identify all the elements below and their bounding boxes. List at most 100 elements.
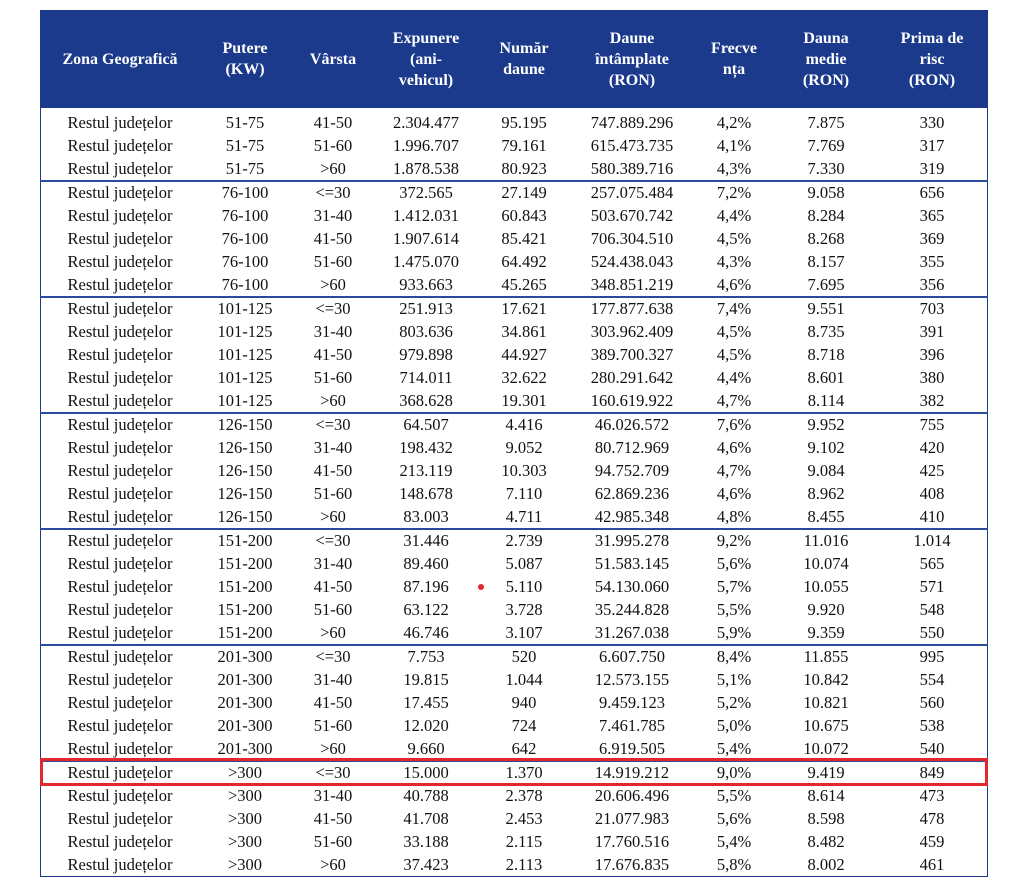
- cell: 4,5%: [716, 345, 752, 364]
- cell: Restul județelor: [67, 345, 173, 364]
- cell: 317: [919, 136, 945, 156]
- cell: 356: [919, 275, 945, 295]
- cell: 8.114: [807, 391, 845, 411]
- cell: 11.016: [803, 530, 849, 550]
- header-cell: Daune întâmplate (RON): [595, 29, 669, 89]
- cell: 101-125: [217, 321, 273, 341]
- cell: Restul județelor: [67, 646, 173, 666]
- cell: Restul județelor: [67, 553, 173, 573]
- table-frame: [40, 108, 988, 877]
- cell: 31-40: [313, 437, 353, 457]
- cell: 31.446: [403, 530, 449, 550]
- cell: 76-100: [221, 229, 269, 248]
- cell: 8.614: [807, 785, 845, 805]
- cell: 10.675: [803, 716, 849, 736]
- cell: 201-300: [217, 716, 273, 736]
- cell: 1.412.031: [393, 205, 459, 225]
- cell: 425: [919, 461, 945, 480]
- cell: Restul județelor: [67, 716, 173, 736]
- cell: 80.923: [501, 159, 547, 179]
- cell: 10.072: [803, 739, 849, 759]
- cell: Restul județelor: [67, 530, 173, 550]
- cell: 1.878.538: [393, 159, 459, 179]
- cell: Restul județelor: [67, 159, 173, 179]
- cell: Restul județelor: [67, 623, 173, 643]
- cell: 63.122: [403, 600, 449, 620]
- cell: 2.113: [505, 855, 543, 875]
- cell: 5.087: [505, 553, 543, 573]
- cell: 8,4%: [716, 646, 752, 666]
- cell: 5,5%: [716, 600, 752, 620]
- cell: 5.110: [505, 577, 543, 596]
- cell: 714.011: [399, 368, 453, 388]
- cell: 4,6%: [716, 484, 752, 504]
- cell: 201-300: [217, 693, 273, 712]
- cell: Restul județelor: [67, 391, 173, 411]
- cell: 560: [919, 693, 945, 712]
- cell: 7,4%: [716, 298, 752, 318]
- cell: 54.130.060: [594, 577, 670, 596]
- cell: >300: [227, 855, 263, 875]
- cell: 64.492: [501, 252, 547, 272]
- cell: 9.551: [807, 298, 845, 318]
- cell: 7.753: [407, 646, 445, 666]
- cell: 4,5%: [716, 229, 752, 248]
- cell: 565: [919, 553, 945, 573]
- cell: 51-60: [313, 484, 353, 504]
- cell: 4,4%: [716, 205, 752, 225]
- cell: 76-100: [221, 205, 269, 225]
- cell: 4.416: [505, 414, 543, 434]
- cell: 42.985.348: [594, 507, 670, 527]
- cell: 368.628: [399, 391, 453, 411]
- cell: 382: [919, 391, 945, 411]
- cell: 410: [919, 507, 945, 527]
- cell: 89.460: [403, 553, 449, 573]
- cell: Restul județelor: [67, 136, 173, 156]
- cell: 85.421: [501, 229, 547, 248]
- cell: 571: [919, 577, 945, 596]
- cell: 32.622: [501, 368, 547, 388]
- cell: 148.678: [399, 484, 453, 504]
- cell: 9.660: [407, 739, 445, 759]
- cell: 478: [919, 809, 945, 828]
- cell: 34.861: [501, 321, 547, 341]
- cell: 4,2%: [716, 113, 752, 132]
- cell: Restul județelor: [67, 113, 173, 132]
- cell: 51-60: [313, 716, 353, 736]
- cell: Restul județelor: [67, 507, 173, 527]
- highlight-box: [40, 758, 988, 786]
- cell: 389.700.327: [590, 345, 674, 364]
- cell: 2.304.477: [393, 113, 459, 132]
- cell: 17.676.835: [594, 855, 670, 875]
- cell: <=30: [315, 646, 351, 666]
- cell: <=30: [315, 762, 351, 782]
- header-cell: Putere (KW): [222, 40, 268, 78]
- cell: Restul județelor: [67, 855, 173, 875]
- cell: 17.760.516: [594, 832, 670, 852]
- cell: Restul județelor: [67, 298, 173, 318]
- cell: 538: [919, 716, 945, 736]
- cell: 51.583.145: [594, 553, 670, 573]
- cell: 615.473.735: [590, 136, 674, 156]
- cell: 3.728: [505, 600, 543, 620]
- cell: Restul județelor: [67, 785, 173, 805]
- cell: 41-50: [313, 229, 353, 248]
- cell: 10.821: [803, 693, 849, 712]
- cell: 20.606.496: [594, 785, 670, 805]
- cell: 554: [919, 669, 945, 689]
- cell: 9.952: [807, 414, 845, 434]
- cell: 503.670.742: [590, 205, 674, 225]
- cell: 9,2%: [716, 530, 752, 550]
- cell: Restul județelor: [67, 461, 173, 480]
- cell: 473: [919, 785, 945, 805]
- cell: 4,8%: [716, 507, 752, 527]
- cell: 995: [919, 646, 945, 666]
- cell: Restul județelor: [67, 275, 173, 295]
- cell: 3.107: [505, 623, 543, 643]
- cell: Restul județelor: [67, 669, 173, 689]
- cell: 8.002: [807, 855, 845, 875]
- cell: 31-40: [313, 321, 353, 341]
- cell: 4,3%: [716, 159, 752, 179]
- cell: 251.913: [399, 298, 453, 318]
- cell: 4.711: [505, 507, 543, 527]
